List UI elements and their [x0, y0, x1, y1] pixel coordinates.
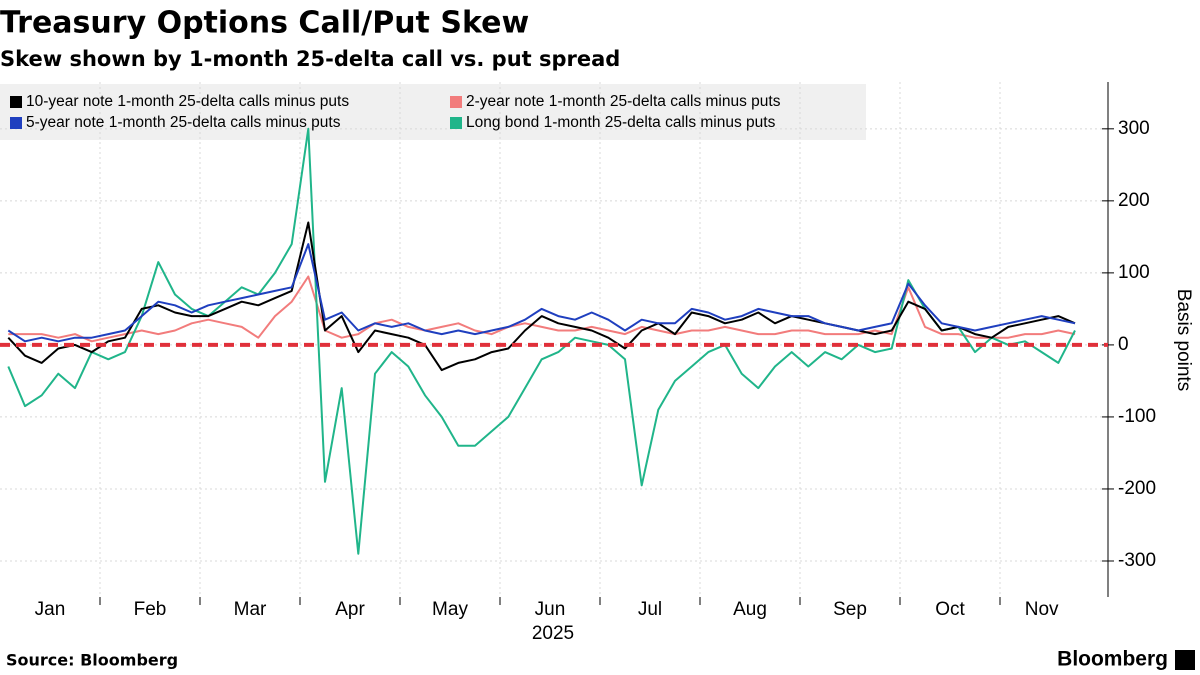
x-tick-label: Oct [935, 599, 965, 620]
x-tick-label: Jul [638, 599, 662, 620]
x-year-label: 2025 [532, 623, 574, 644]
legend-swatch [10, 117, 22, 129]
series-line [8, 275, 1076, 343]
y-tick-label: 200 [1118, 190, 1150, 211]
y-tick-label: 0 [1118, 334, 1129, 355]
brand-icon [1175, 650, 1195, 670]
y-tick-label: 300 [1118, 118, 1150, 139]
series-line [7, 127, 1076, 555]
x-tick-label: Jan [35, 599, 66, 620]
legend-label: 5-year note 1-month 25-delta calls minus… [26, 114, 341, 131]
x-tick-label: Mar [234, 599, 267, 620]
x-tick-label: May [432, 599, 468, 620]
series-line [7, 221, 1076, 372]
source: Source: Bloomberg [6, 651, 178, 670]
x-tick-label: Jun [535, 599, 566, 620]
legend-swatch [450, 96, 462, 108]
x-tick-label: Nov [1025, 599, 1059, 620]
x-tick-label: Sep [833, 599, 867, 620]
chart-title: Treasury Options Call/Put Skew [0, 6, 529, 41]
y-tick-label: -300 [1118, 550, 1156, 571]
legend-label: 10-year note 1-month 25-delta calls minu… [26, 93, 349, 110]
chart-subtitle: Skew shown by 1-month 25-delta call vs. … [0, 47, 620, 71]
series-line [7, 243, 1076, 343]
y-tick-label: 100 [1118, 262, 1150, 283]
legend-label: 2-year note 1-month 25-delta calls minus… [466, 93, 781, 110]
y-tick-label: -200 [1118, 478, 1156, 499]
legend-swatch [10, 96, 22, 108]
x-tick-label: Feb [134, 599, 167, 620]
brand: Bloomberg [1057, 648, 1168, 671]
legend-box [0, 84, 866, 140]
y-axis-label: Basis points [1173, 289, 1194, 391]
legend-swatch [450, 117, 462, 129]
y-tick-label: -100 [1118, 406, 1156, 427]
legend-label: Long bond 1-month 25-delta calls minus p… [466, 114, 776, 131]
x-tick-label: Aug [733, 599, 767, 620]
x-tick-label: Apr [335, 599, 365, 620]
